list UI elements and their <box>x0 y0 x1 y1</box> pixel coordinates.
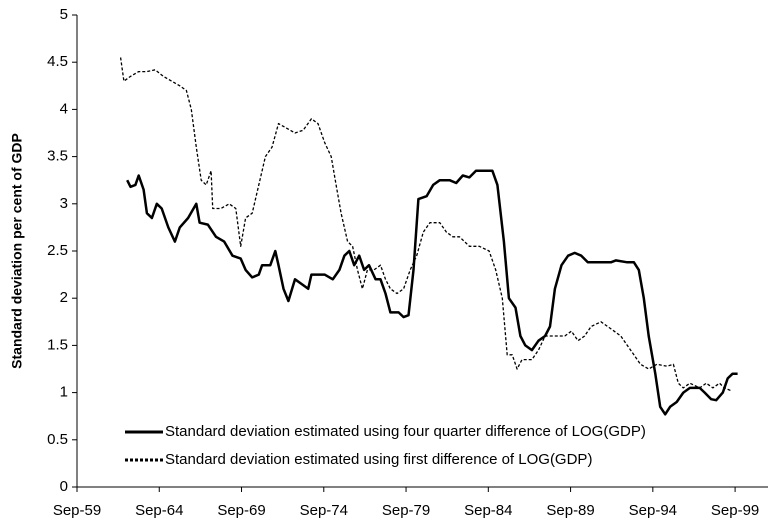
x-tick-label: Sep-74 <box>300 502 348 519</box>
x-tick-label: Sep-64 <box>135 502 183 519</box>
y-tick-label: 4.5 <box>47 53 68 70</box>
y-axis-title: Standard deviation per cent of GDP <box>9 133 25 369</box>
x-tick-label: Sep-94 <box>629 502 677 519</box>
series-line <box>119 57 732 392</box>
y-tick-label: 1 <box>60 384 68 401</box>
x-tick-label: Sep-99 <box>711 502 759 519</box>
y-tick-label: 2.5 <box>47 242 68 259</box>
x-tick-label: Sep-79 <box>382 502 430 519</box>
y-tick-label: 2 <box>60 289 68 306</box>
y-tick-label: 4 <box>60 100 68 117</box>
y-tick-label: 3.5 <box>47 148 68 165</box>
legend-label: Standard deviation estimated using first… <box>165 451 592 468</box>
y-tick-label: 3 <box>60 195 68 212</box>
x-tick-label: Sep-84 <box>464 502 512 519</box>
y-tick-label: 0.5 <box>47 431 68 448</box>
y-tick-label: 1.5 <box>47 336 68 353</box>
x-tick-label: Sep-89 <box>546 502 594 519</box>
legend-label: Standard deviation estimated using four … <box>165 423 646 440</box>
y-tick-label: 0 <box>60 478 68 495</box>
x-tick-label: Sep-59 <box>53 502 101 519</box>
y-tick-label: 5 <box>60 6 68 23</box>
series-line <box>126 169 738 416</box>
x-tick-label: Sep-69 <box>217 502 265 519</box>
